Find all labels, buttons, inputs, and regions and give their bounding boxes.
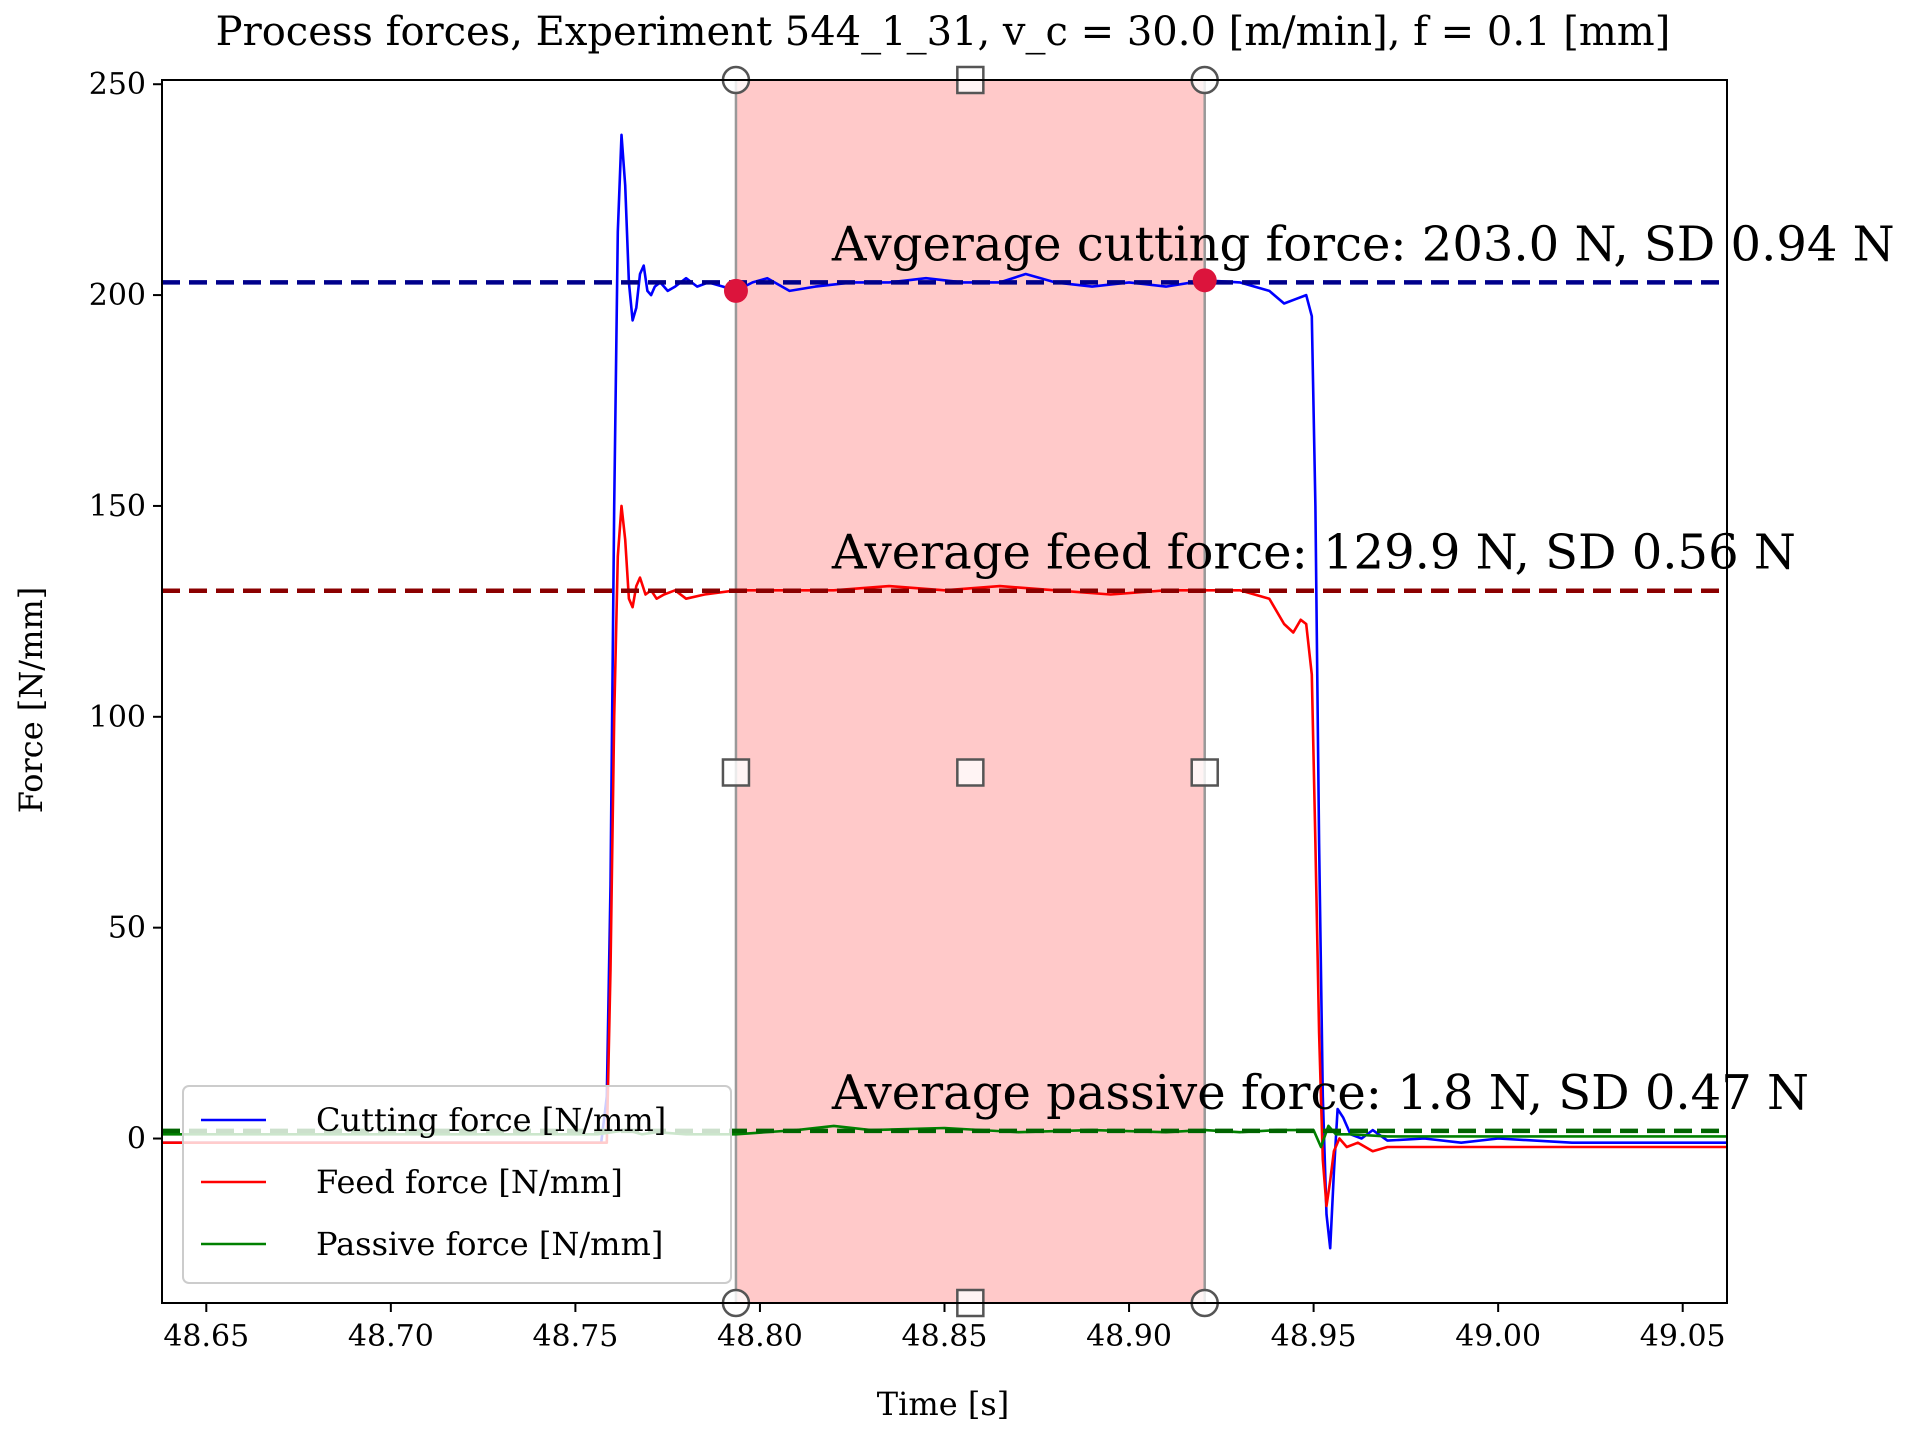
x-tick-label-8: 49.05 xyxy=(1640,1319,1726,1354)
legend-label-0: Cutting force [N/mm] xyxy=(316,1101,666,1139)
legend: Cutting force [N/mm] Feed force [N/mm] Pas… xyxy=(182,1085,732,1284)
x-tick-label-3: 48.80 xyxy=(717,1319,803,1354)
selection-edge-handle-4 xyxy=(1190,758,1219,787)
series-line-0 xyxy=(162,133,1727,1250)
marker-point-0 xyxy=(723,278,748,303)
y-tick-label-0: 0 xyxy=(127,1122,146,1157)
x-tick-label-5: 48.90 xyxy=(1086,1319,1172,1354)
chart-title: Process forces, Experiment 544_1_31, v_c… xyxy=(216,9,1671,55)
x-tick-label-4: 48.85 xyxy=(902,1319,988,1354)
y-tick-label-1: 50 xyxy=(108,911,146,946)
average-annotation-0: Avgerage cutting force: 203.0 N, SD 0.94… xyxy=(831,216,1895,272)
selection-edge-handle-3 xyxy=(956,758,985,787)
y-tick-label-2: 100 xyxy=(89,700,146,735)
x-tick-label-7: 49.00 xyxy=(1455,1319,1541,1354)
marker-point-1 xyxy=(1192,268,1217,293)
x-tick-label-2: 48.75 xyxy=(532,1319,618,1354)
y-axis-label: Force [N/mm] xyxy=(12,587,50,813)
y-tick-label-5: 250 xyxy=(89,67,146,102)
x-axis-label: Time [s] xyxy=(877,1385,1009,1423)
x-tick-label-1: 48.70 xyxy=(348,1319,434,1354)
legend-label-1: Feed force [N/mm] xyxy=(316,1163,623,1201)
legend-box xyxy=(182,1085,732,1284)
legend-label-2: Passive force [N/mm] xyxy=(316,1225,663,1263)
x-tick-label-6: 48.95 xyxy=(1271,1319,1357,1354)
selection-edge-handle-2 xyxy=(721,758,751,787)
y-tick-label-4: 200 xyxy=(89,278,146,313)
average-annotation-2: Average passive force: 1.8 N, SD 0.47 N xyxy=(831,1065,1809,1121)
y-tick-label-3: 150 xyxy=(89,489,146,524)
x-tick-label-0: 48.65 xyxy=(163,1319,249,1354)
average-annotation-1: Average feed force: 129.9 N, SD 0.56 N xyxy=(831,525,1796,581)
